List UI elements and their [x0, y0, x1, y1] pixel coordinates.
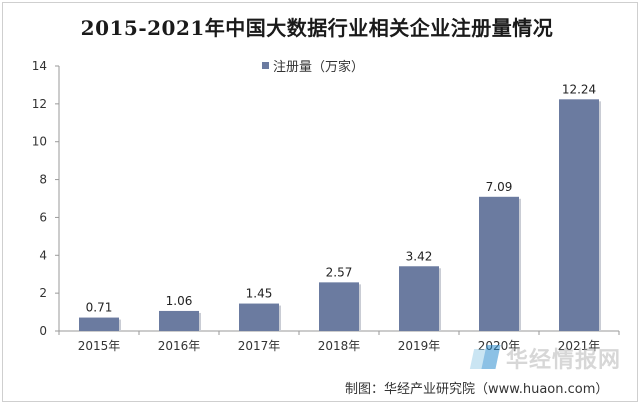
legend-swatch: [262, 61, 269, 69]
y-tick-label: 14: [32, 59, 47, 73]
legend-label: 注册量（万家）: [273, 59, 365, 75]
y-tick-label: 4: [39, 248, 47, 262]
bar: [399, 266, 439, 331]
y-tick-label: 10: [32, 135, 47, 149]
y-tick-label: 12: [32, 97, 47, 111]
data-label: 12.24: [562, 82, 596, 96]
bar: [559, 99, 599, 331]
bar: [239, 303, 279, 331]
chart-legend: 注册量（万家）: [262, 57, 365, 75]
x-tick-label: 2018年: [318, 339, 361, 353]
data-label: 7.09: [486, 180, 513, 194]
y-tick-label: 2: [39, 286, 47, 300]
source-note: 制图：华经产业研究院（www.huaon.com）: [345, 382, 609, 397]
x-tick-label: 2016年: [158, 339, 201, 353]
bar: [479, 196, 519, 331]
data-label: 2.57: [326, 265, 353, 279]
chart-title: 2015-2021年中国大数据行业相关企业注册量情况: [80, 16, 554, 40]
data-label: 3.42: [406, 249, 433, 263]
y-tick-label: 6: [39, 210, 47, 224]
y-tick-label: 8: [39, 173, 47, 187]
watermark-text: 华经情报网: [506, 348, 622, 373]
x-tick-label: 2015年: [78, 339, 121, 353]
x-tick-label: 2019年: [398, 339, 441, 353]
bar: [319, 282, 359, 331]
y-tick-label: 0: [39, 324, 47, 338]
x-tick-label: 2021年: [558, 339, 601, 353]
x-tick-label: 2017年: [238, 339, 281, 353]
huajing-logo-icon: [469, 345, 502, 371]
data-label: 0.71: [86, 301, 113, 315]
data-label: 1.45: [246, 287, 273, 301]
watermark: 华经情报网: [469, 342, 622, 374]
bar: [79, 317, 119, 331]
bar: [159, 310, 199, 331]
data-label: 1.06: [166, 294, 193, 308]
